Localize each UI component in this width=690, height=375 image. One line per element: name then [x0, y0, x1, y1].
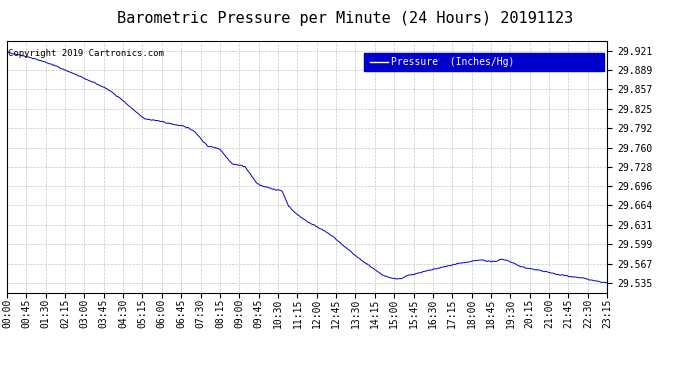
Text: Barometric Pressure per Minute (24 Hours) 20191123: Barometric Pressure per Minute (24 Hours…: [117, 11, 573, 26]
FancyBboxPatch shape: [364, 53, 604, 71]
Text: Copyright 2019 Cartronics.com: Copyright 2019 Cartronics.com: [8, 49, 164, 58]
Text: Pressure  (Inches/Hg): Pressure (Inches/Hg): [391, 57, 515, 67]
